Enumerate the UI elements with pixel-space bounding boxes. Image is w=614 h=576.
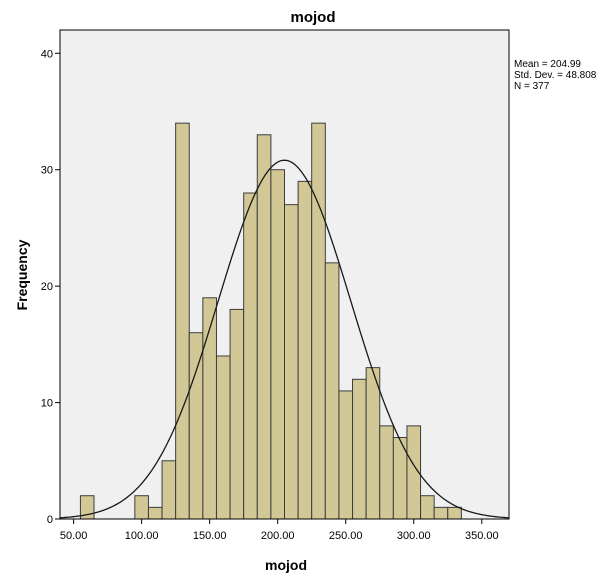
y-tick-label: 20 (41, 281, 53, 293)
stat-std-dev: Std. Dev. = 48.808 (514, 70, 597, 81)
histogram-bar (447, 506, 462, 520)
histogram-bar (338, 390, 354, 520)
histogram-bar (284, 204, 299, 520)
x-tick-label: 300.00 (397, 530, 431, 542)
x-tick-label: 350.00 (465, 530, 499, 542)
y-axis-label: Frequency (14, 239, 30, 310)
histogram-bar (324, 262, 340, 520)
y-tick-label: 30 (41, 165, 53, 177)
histogram-bar (161, 460, 177, 520)
histogram-bar (175, 122, 190, 520)
histogram-bar (134, 495, 149, 520)
y-tick-label: 0 (47, 514, 53, 526)
y-tick-label: 40 (41, 48, 53, 60)
histogram-bar (379, 425, 394, 520)
x-tick-label: 150.00 (193, 530, 227, 542)
x-tick-label: 200.00 (261, 530, 295, 542)
histogram-bar (297, 180, 313, 520)
chart-title: mojod (291, 9, 336, 26)
x-tick-label: 50.00 (60, 530, 88, 542)
y-tick-label: 10 (41, 398, 53, 410)
x-tick-label: 100.00 (125, 530, 159, 542)
histogram-bar (433, 506, 449, 520)
histogram-bar (243, 192, 258, 520)
histogram-bar (188, 332, 204, 520)
histogram-bar (311, 122, 326, 520)
x-tick-label: 250.00 (329, 530, 363, 542)
normal-curve-group (59, 159, 510, 519)
tick-labels: 50.00 100.00 150.00 200.00 250.00 300.00 350.0… (41, 48, 499, 542)
histogram-bar (270, 169, 286, 520)
axes (59, 30, 509, 520)
histogram-bar (147, 506, 163, 520)
stat-n: N = 377 (514, 81, 550, 92)
histogram-bar (229, 308, 245, 520)
histogram-bar (420, 495, 435, 520)
histogram-bar (352, 378, 367, 520)
normal-curve (59, 159, 510, 519)
histogram-bar (365, 367, 381, 520)
histogram-bar (215, 355, 231, 520)
histogram-bar (256, 134, 272, 520)
x-axis-label: mojod (265, 557, 307, 573)
stat-mean: Mean = 204.99 (514, 59, 581, 70)
